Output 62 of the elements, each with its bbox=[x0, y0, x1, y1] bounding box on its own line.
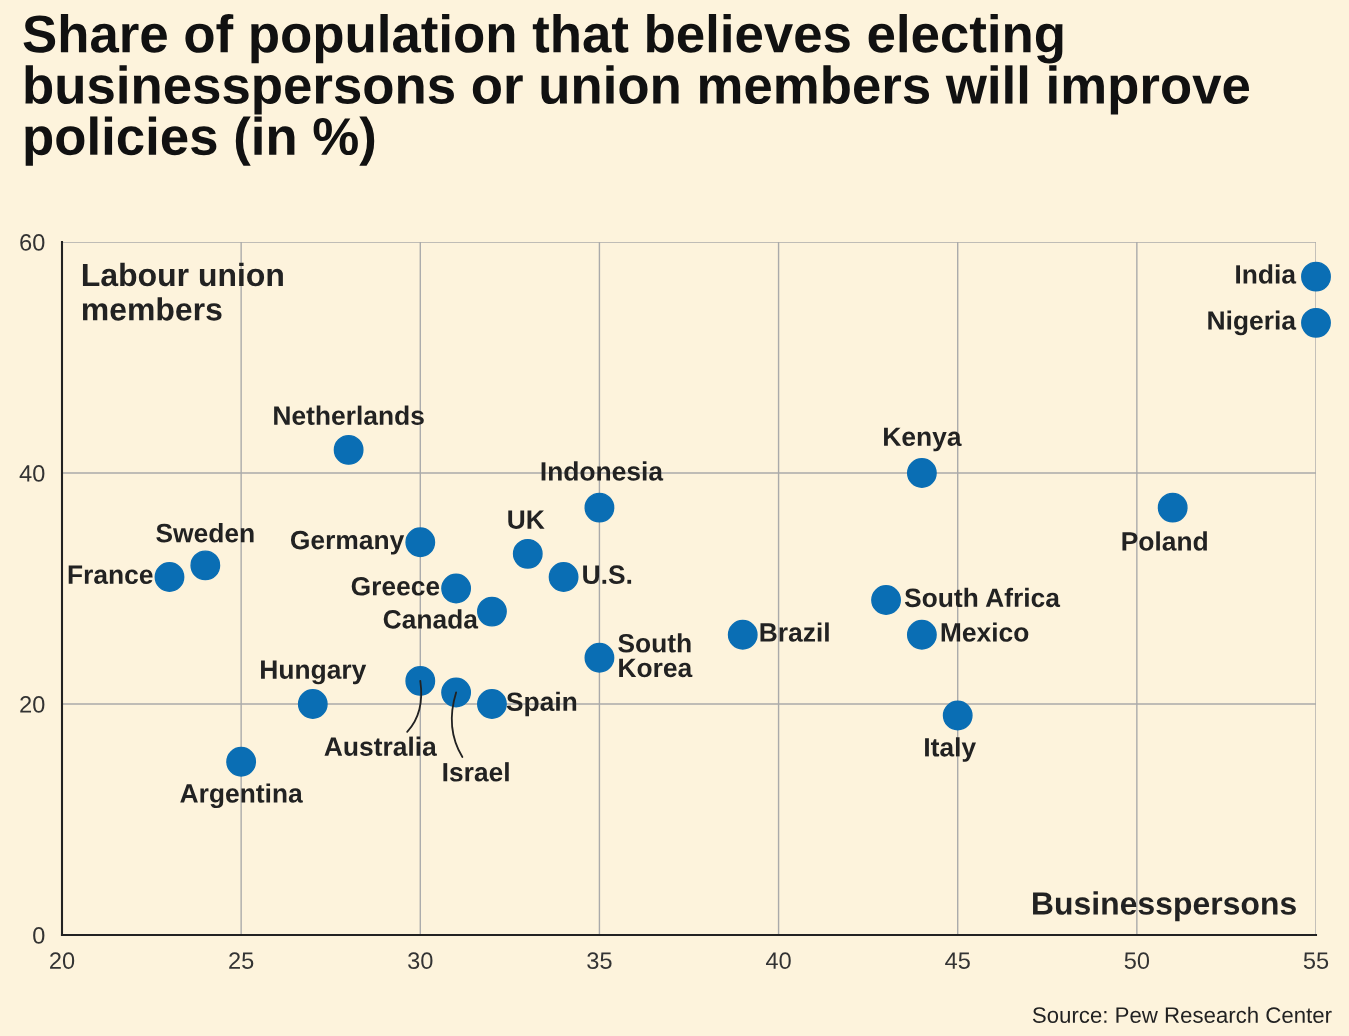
x-tick-label: 45 bbox=[945, 952, 970, 970]
point bbox=[477, 689, 507, 719]
y-tick-label: 60 bbox=[20, 234, 45, 251]
y-tick-label: 20 bbox=[20, 696, 45, 713]
point bbox=[297, 689, 328, 719]
point bbox=[441, 573, 472, 604]
annotation: Nigeria bbox=[1208, 310, 1297, 336]
x-axis-title: Businesspersons bbox=[1033, 891, 1296, 922]
point bbox=[1301, 261, 1331, 292]
x-tick-label: 50 bbox=[1124, 952, 1150, 970]
x-tick-label: 30 bbox=[408, 952, 433, 970]
x-tick-label: 55 bbox=[1303, 952, 1329, 970]
x-tick-label: 35 bbox=[587, 952, 612, 970]
point bbox=[441, 677, 472, 708]
annotation: India bbox=[1236, 264, 1297, 284]
annotation: U.S. bbox=[583, 565, 632, 585]
annotation: Argentina bbox=[180, 783, 303, 809]
point bbox=[1301, 307, 1331, 338]
x-tick-label: 20 bbox=[50, 952, 75, 970]
chart-title: Share of population that believes electing businesspersons or union members will improve policies (in %) bbox=[23, 14, 1250, 166]
point bbox=[226, 746, 257, 777]
y-tick-label: 0 bbox=[33, 927, 45, 944]
point bbox=[333, 434, 364, 465]
point bbox=[477, 596, 507, 627]
point bbox=[906, 458, 937, 488]
point bbox=[405, 527, 436, 558]
annotation: Mexico bbox=[941, 622, 1029, 642]
annotation: Hungary bbox=[261, 660, 367, 685]
annotation: Indonesia bbox=[541, 461, 664, 481]
annotation: Australia bbox=[324, 736, 437, 756]
point bbox=[871, 585, 901, 615]
y-tick-label: 40 bbox=[19, 465, 45, 482]
annotation: Netherlands bbox=[274, 405, 424, 425]
point bbox=[154, 562, 185, 592]
x-tick-label: 40 bbox=[765, 952, 791, 970]
annotation: Italy bbox=[925, 737, 976, 762]
annotation: Brazil bbox=[760, 622, 829, 642]
point bbox=[942, 700, 973, 731]
point bbox=[512, 538, 543, 569]
annotation: South Korea bbox=[618, 633, 693, 678]
annotation: Canada bbox=[383, 609, 479, 629]
point bbox=[190, 550, 221, 581]
x-tick-label: 25 bbox=[229, 952, 254, 970]
annotation: Spain bbox=[506, 691, 577, 717]
annotation: Greece bbox=[351, 576, 440, 596]
point bbox=[1157, 492, 1188, 523]
source-note: Source: Pew Research Center bbox=[1032, 1006, 1332, 1023]
point bbox=[548, 562, 579, 592]
annotation: Kenya bbox=[884, 427, 962, 452]
annotation: Sweden bbox=[156, 523, 254, 543]
annotation: Germany bbox=[290, 530, 405, 555]
point bbox=[906, 619, 937, 650]
point bbox=[405, 665, 436, 696]
annotation: France bbox=[68, 565, 153, 585]
point bbox=[584, 492, 615, 523]
annotation: Israel bbox=[443, 762, 509, 782]
annotation: UK bbox=[508, 510, 545, 529]
annotation: Poland bbox=[1122, 531, 1207, 551]
annotation: South Africa bbox=[904, 587, 1061, 608]
point bbox=[584, 642, 615, 673]
y-axis-title: Labour union members bbox=[82, 262, 283, 321]
point bbox=[727, 619, 758, 650]
